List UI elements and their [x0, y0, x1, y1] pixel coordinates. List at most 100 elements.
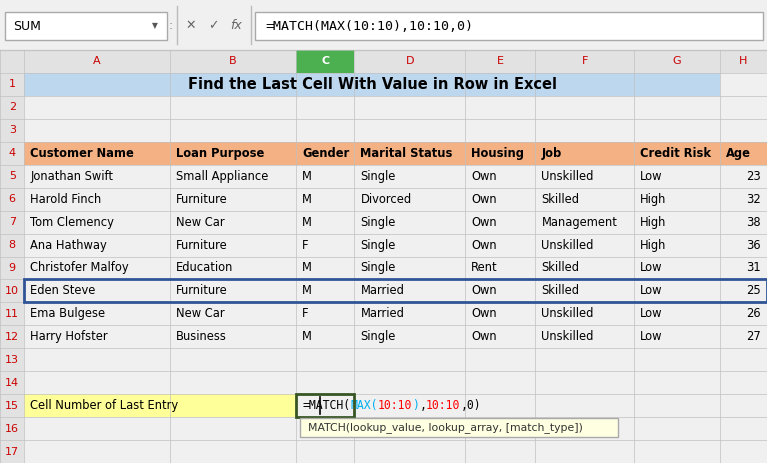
Text: Exceldemy: Exceldemy [370, 419, 441, 432]
Text: Low: Low [640, 262, 663, 275]
Text: Single: Single [360, 170, 396, 183]
Text: Own: Own [471, 284, 497, 297]
Text: ▼: ▼ [152, 21, 158, 31]
Text: Furniture: Furniture [176, 238, 228, 251]
Text: A: A [94, 56, 100, 67]
Text: Ema Bulgese: Ema Bulgese [31, 307, 106, 320]
Text: F: F [302, 238, 309, 251]
Text: Single: Single [360, 262, 396, 275]
Bar [0, 417, 25, 440]
Text: Unskilled: Unskilled [542, 330, 594, 343]
Text: Own: Own [471, 330, 497, 343]
Text: 25: 25 [746, 284, 761, 297]
Text: Small Appliance: Small Appliance [176, 170, 268, 183]
Text: 11: 11 [5, 309, 19, 319]
Text: :: : [169, 19, 173, 32]
Text: Own: Own [471, 307, 497, 320]
Text: Unskilled: Unskilled [542, 238, 594, 251]
Text: 5: 5 [8, 171, 15, 181]
Text: =MATCH(MAX(10:10),10:10,0): =MATCH(MAX(10:10),10:10,0) [265, 19, 473, 32]
Text: 12: 12 [5, 332, 19, 342]
Bar [0, 348, 25, 371]
Text: New Car: New Car [176, 307, 224, 320]
Text: Skilled: Skilled [542, 262, 579, 275]
Text: 26: 26 [746, 307, 761, 320]
Text: Married: Married [360, 307, 404, 320]
Text: High: High [640, 193, 667, 206]
Text: ,: , [420, 399, 426, 412]
Bar [170, 142, 296, 165]
Text: Low: Low [640, 330, 663, 343]
Bar [0, 233, 25, 257]
Bar [0, 188, 25, 211]
Bar [0, 394, 25, 417]
Text: Credit Risk: Credit Risk [640, 147, 711, 160]
Text: Job: Job [542, 147, 561, 160]
Text: F: F [581, 56, 588, 67]
Text: 16: 16 [5, 424, 19, 433]
Text: G: G [673, 56, 681, 67]
Text: ✓: ✓ [208, 19, 219, 32]
Text: Furniture: Furniture [176, 284, 228, 297]
Bar [0, 0, 767, 50]
Text: ,0): ,0) [460, 399, 481, 412]
Bar [0, 280, 25, 302]
Text: 17: 17 [5, 446, 19, 457]
Bar [0, 96, 25, 119]
Text: Unskilled: Unskilled [542, 307, 594, 320]
Text: 3: 3 [8, 125, 15, 135]
Text: Rent: Rent [471, 262, 498, 275]
Text: Single: Single [360, 216, 396, 229]
Text: 4: 4 [8, 148, 16, 158]
Text: fx: fx [230, 19, 242, 32]
Text: 10: 10 [5, 286, 19, 296]
Text: Own: Own [471, 238, 497, 251]
Text: Housing: Housing [471, 147, 524, 160]
Text: B: B [229, 56, 237, 67]
Text: Christofer Malfoy: Christofer Malfoy [31, 262, 129, 275]
Bar [0, 302, 25, 325]
Text: 7: 7 [8, 217, 16, 227]
Text: E: E [497, 56, 504, 67]
Bar [0, 119, 25, 142]
Bar [0, 50, 767, 73]
Text: Single: Single [360, 238, 396, 251]
Text: ✕: ✕ [186, 19, 196, 32]
Bar [296, 142, 354, 165]
Text: Gender: Gender [302, 147, 350, 160]
Text: Find the Last Cell With Value in Row in Excel: Find the Last Cell With Value in Row in … [188, 77, 557, 92]
Bar [0, 440, 25, 463]
Text: Age: Age [726, 147, 751, 160]
Text: Harry Hofster: Harry Hofster [31, 330, 108, 343]
Text: New Car: New Car [176, 216, 224, 229]
Text: 27: 27 [746, 330, 761, 343]
Text: Own: Own [471, 216, 497, 229]
Text: Tom Clemency: Tom Clemency [31, 216, 114, 229]
Text: Education: Education [176, 262, 233, 275]
Text: 23: 23 [746, 170, 761, 183]
Bar [0, 73, 25, 96]
Text: H: H [739, 56, 748, 67]
Bar [5, 12, 167, 40]
Bar [354, 142, 465, 165]
Text: C: C [321, 56, 330, 67]
Text: Jonathan Swift: Jonathan Swift [31, 170, 114, 183]
Text: Customer Name: Customer Name [31, 147, 134, 160]
Bar [0, 165, 25, 188]
Text: High: High [640, 216, 667, 229]
Text: Own: Own [471, 170, 497, 183]
Text: M: M [302, 262, 312, 275]
Text: 1: 1 [8, 80, 15, 89]
Text: MAX(: MAX( [351, 399, 378, 412]
Bar [535, 142, 634, 165]
Bar [0, 257, 25, 280]
Text: 8: 8 [8, 240, 16, 250]
Bar [465, 142, 535, 165]
Text: Divorced: Divorced [360, 193, 412, 206]
Text: Own: Own [471, 193, 497, 206]
Text: D: D [406, 56, 414, 67]
Text: 10:10: 10:10 [378, 399, 413, 412]
Text: Eden Steve: Eden Steve [31, 284, 96, 297]
Bar [634, 142, 720, 165]
Bar [25, 280, 767, 302]
